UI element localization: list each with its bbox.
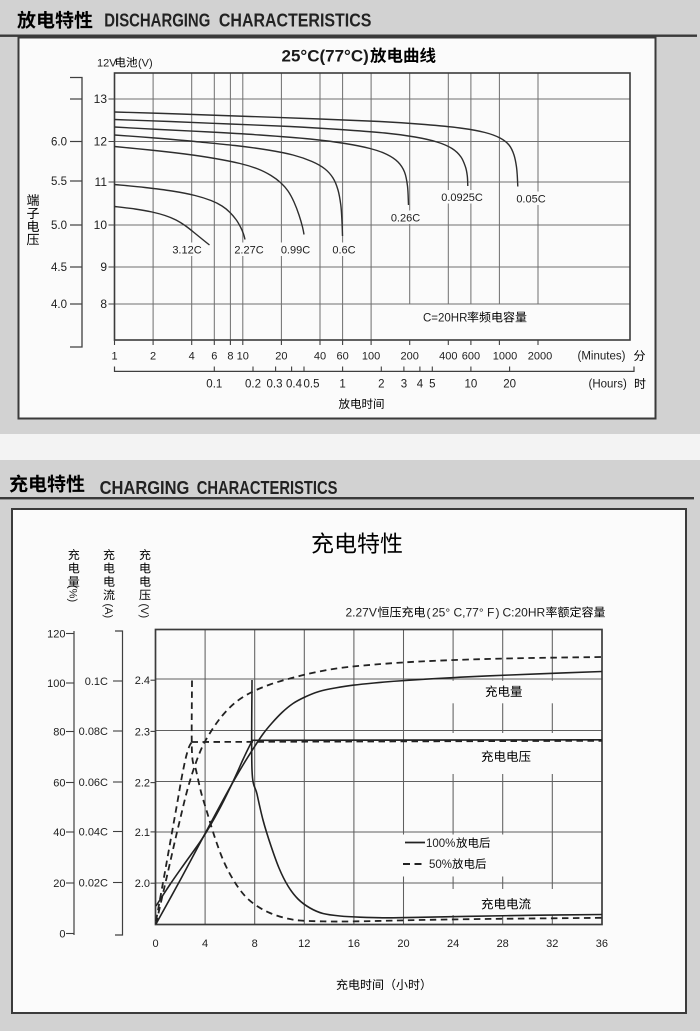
- svg-text:(%): (%): [67, 585, 79, 602]
- svg-text:3: 3: [401, 379, 407, 391]
- svg-text:2.4: 2.4: [135, 675, 150, 687]
- svg-text:0.02C: 0.02C: [79, 878, 108, 890]
- svg-text:5.0: 5.0: [51, 220, 67, 232]
- svg-text:28: 28: [497, 938, 509, 950]
- svg-text:4: 4: [202, 938, 208, 950]
- svg-text:0.2: 0.2: [245, 379, 261, 391]
- svg-text:2.1: 2.1: [135, 827, 150, 839]
- svg-text:20: 20: [397, 938, 409, 950]
- svg-text:25° C,77° F: 25° C,77° F: [432, 606, 494, 620]
- svg-text:2: 2: [378, 379, 384, 391]
- svg-text:20: 20: [275, 351, 287, 363]
- svg-text:200: 200: [401, 351, 419, 363]
- svg-text:0.3: 0.3: [267, 379, 283, 391]
- svg-text:(Hours): (Hours): [589, 379, 628, 391]
- svg-text:8: 8: [100, 297, 107, 311]
- svg-text:2: 2: [150, 351, 156, 363]
- svg-text:10: 10: [465, 379, 478, 391]
- svg-text:1: 1: [339, 379, 345, 391]
- svg-text:12: 12: [94, 135, 108, 149]
- svg-text:C:20HR: C:20HR: [503, 606, 546, 620]
- svg-text:0.05C: 0.05C: [516, 194, 545, 206]
- svg-text:10: 10: [237, 351, 249, 363]
- svg-text:100: 100: [362, 351, 380, 363]
- svg-text:2.2: 2.2: [135, 778, 150, 790]
- svg-text:0.06C: 0.06C: [79, 777, 108, 789]
- svg-text:CHARGING: CHARGING: [100, 477, 190, 498]
- svg-text:3.12C: 3.12C: [172, 245, 201, 257]
- svg-text:8: 8: [227, 351, 233, 363]
- svg-text:600: 600: [462, 351, 480, 363]
- svg-text:20: 20: [53, 878, 65, 890]
- svg-text:400: 400: [439, 351, 457, 363]
- svg-text:6.0: 6.0: [51, 137, 67, 149]
- svg-text:CHARACTERISTICS: CHARACTERISTICS: [219, 10, 372, 31]
- svg-text:0.4: 0.4: [286, 379, 303, 391]
- svg-text:12: 12: [298, 938, 310, 950]
- svg-text:12V: 12V: [97, 58, 117, 70]
- svg-text:0: 0: [59, 929, 65, 941]
- svg-text:11: 11: [95, 175, 108, 189]
- svg-text:0.0925C: 0.0925C: [441, 192, 483, 204]
- svg-text:2.27C: 2.27C: [234, 245, 263, 257]
- svg-text:2.27V: 2.27V: [346, 606, 377, 620]
- svg-text:0.26C: 0.26C: [391, 213, 420, 225]
- svg-text:CHARACTERISTICS: CHARACTERISTICS: [197, 477, 338, 498]
- svg-text:4: 4: [189, 351, 195, 363]
- svg-text:1000: 1000: [493, 351, 517, 363]
- svg-text:DISCHARGING: DISCHARGING: [104, 10, 210, 31]
- svg-text:13: 13: [94, 92, 108, 106]
- svg-text:8: 8: [252, 938, 258, 950]
- svg-text:(: (: [427, 606, 431, 620]
- svg-text:50%: 50%: [429, 859, 452, 871]
- svg-text:4: 4: [417, 379, 424, 391]
- svg-text:60: 60: [336, 351, 348, 363]
- svg-text:2.0: 2.0: [135, 878, 150, 890]
- svg-text:36: 36: [596, 938, 608, 950]
- svg-text:0.04C: 0.04C: [79, 827, 108, 839]
- svg-text:): ): [496, 606, 500, 620]
- svg-text:10: 10: [94, 218, 108, 232]
- svg-text:24: 24: [447, 938, 459, 950]
- svg-text:(A): (A): [102, 604, 114, 619]
- svg-text:32: 32: [546, 938, 558, 950]
- svg-text:20: 20: [503, 379, 516, 391]
- svg-text:2.3: 2.3: [135, 726, 150, 738]
- svg-text:(V): (V): [138, 604, 150, 619]
- svg-text:9: 9: [100, 260, 107, 274]
- svg-text:(Minutes): (Minutes): [578, 351, 626, 363]
- svg-text:0.6C: 0.6C: [332, 245, 355, 257]
- svg-text:5.5: 5.5: [51, 176, 67, 188]
- svg-text:80: 80: [53, 727, 65, 739]
- svg-text:40: 40: [314, 351, 326, 363]
- svg-text:5: 5: [429, 379, 435, 391]
- svg-text:100%: 100%: [426, 838, 455, 850]
- svg-text:4.0: 4.0: [51, 299, 67, 311]
- svg-text:16: 16: [348, 938, 360, 950]
- svg-text:40: 40: [53, 827, 65, 839]
- svg-text:0.99C: 0.99C: [281, 245, 310, 257]
- svg-text:6: 6: [211, 351, 217, 363]
- svg-text:60: 60: [53, 778, 65, 790]
- svg-text:100: 100: [47, 678, 65, 690]
- svg-text:25°C(77°C): 25°C(77°C): [282, 47, 369, 66]
- svg-text:0.5: 0.5: [304, 379, 320, 391]
- svg-text:120: 120: [47, 629, 65, 641]
- svg-text:C=20HR: C=20HR: [423, 313, 467, 325]
- svg-text:0: 0: [152, 938, 158, 950]
- svg-text:0.1: 0.1: [206, 379, 222, 391]
- svg-text:4.5: 4.5: [51, 262, 67, 274]
- svg-text:1: 1: [111, 351, 117, 363]
- svg-text:2000: 2000: [528, 351, 552, 363]
- svg-text:(V): (V): [138, 58, 153, 70]
- svg-text:0.08C: 0.08C: [79, 726, 108, 738]
- svg-text:0.1C: 0.1C: [85, 676, 108, 688]
